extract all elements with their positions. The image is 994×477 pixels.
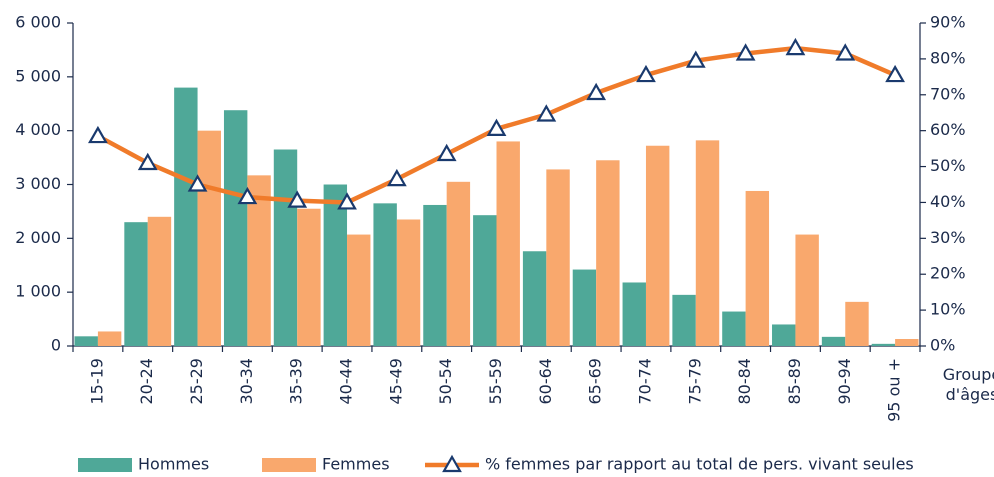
bar <box>895 339 919 346</box>
marker <box>137 152 158 171</box>
bar <box>97 331 122 346</box>
x-tick-label: 35-39 <box>287 358 306 405</box>
legend-swatch <box>78 458 132 472</box>
x-tick-label: 95 ou + <box>885 358 904 422</box>
marker <box>685 50 706 68</box>
x-tick-label: 60-64 <box>536 358 555 405</box>
bar <box>845 301 869 346</box>
legend-label: % femmes par rapport au total de pers. v… <box>485 455 914 474</box>
bar <box>446 181 471 346</box>
bar <box>695 140 720 346</box>
y2-tick-label: 60% <box>930 120 966 139</box>
bar <box>74 336 98 346</box>
bar <box>821 336 846 346</box>
y-tick-label: 5 000 <box>15 66 61 85</box>
y2-tick-label: 40% <box>930 192 966 211</box>
legend-label: Hommes <box>138 455 209 474</box>
x-tick-label: 30-34 <box>237 358 256 405</box>
bar <box>423 204 447 346</box>
bar <box>722 311 746 346</box>
bar <box>197 130 221 346</box>
bar <box>871 343 896 346</box>
y-tick-label: 1 000 <box>15 282 61 301</box>
y2-tick-label: 50% <box>930 156 966 175</box>
bar <box>174 87 198 346</box>
x-axis-label: Grouped'âges <box>943 365 994 404</box>
legend-marker <box>442 454 462 473</box>
marker <box>436 143 457 162</box>
bar <box>596 160 620 346</box>
bar <box>572 269 597 346</box>
marker <box>835 43 856 61</box>
x-tick-label: 40-44 <box>337 358 356 405</box>
x-tick-label: 25-29 <box>187 358 206 405</box>
marker <box>636 64 656 83</box>
y2-tick-label: 70% <box>930 84 966 103</box>
x-tick-label: 65-69 <box>586 358 605 405</box>
y-tick-label: 0 <box>51 336 61 355</box>
bar <box>745 190 770 346</box>
bar <box>795 234 819 346</box>
bar <box>297 208 321 346</box>
bar <box>347 234 371 346</box>
marker <box>785 37 806 56</box>
y2-tick-label: 30% <box>930 228 966 247</box>
y2-tick-label: 80% <box>930 48 966 67</box>
marker <box>386 168 407 187</box>
marker <box>486 118 507 136</box>
bar <box>672 294 696 346</box>
bar <box>396 219 421 346</box>
marker <box>735 43 756 61</box>
bar <box>473 215 497 346</box>
y2-tick-label: 10% <box>930 300 966 319</box>
y-tick-label: 2 000 <box>15 228 61 247</box>
x-tick-label: 50-54 <box>436 358 455 405</box>
x-tick-label: 45-49 <box>386 358 405 405</box>
bar <box>273 149 298 346</box>
y2-tick-label: 20% <box>930 264 966 283</box>
x-tick-label: 70-74 <box>635 358 654 405</box>
marker <box>237 186 258 205</box>
bar <box>496 141 520 346</box>
y2-tick-label: 0% <box>930 336 955 355</box>
marker <box>536 104 557 122</box>
bar <box>622 282 646 346</box>
x-tick-label: 75-79 <box>685 358 704 405</box>
legend-swatch <box>262 458 316 472</box>
y2-tick-label: 90% <box>930 13 966 32</box>
y-tick-label: 3 000 <box>15 174 61 193</box>
legend-label: Femmes <box>322 455 390 474</box>
x-tick-label: 15-19 <box>87 358 106 405</box>
bar <box>645 145 670 346</box>
marker <box>187 174 208 192</box>
marker <box>885 64 905 83</box>
marker <box>337 192 357 210</box>
marker <box>287 190 308 208</box>
bar <box>323 184 348 346</box>
x-tick-label: 90-94 <box>835 358 854 405</box>
bar <box>223 110 248 347</box>
x-tick-label: 20-24 <box>137 358 156 405</box>
bar <box>373 203 397 346</box>
bar <box>247 175 271 346</box>
bar <box>546 169 570 346</box>
bar <box>147 216 172 346</box>
bar <box>772 324 796 346</box>
bar <box>522 251 547 346</box>
x-tick-label: 55-59 <box>486 358 505 405</box>
marker <box>586 82 607 101</box>
y-tick-label: 6 000 <box>15 13 61 32</box>
x-tick-label: 80-84 <box>735 358 754 405</box>
marker <box>88 125 108 144</box>
bar <box>124 222 148 346</box>
x-tick-label: 85-89 <box>785 358 804 405</box>
y-tick-label: 4 000 <box>15 120 61 139</box>
